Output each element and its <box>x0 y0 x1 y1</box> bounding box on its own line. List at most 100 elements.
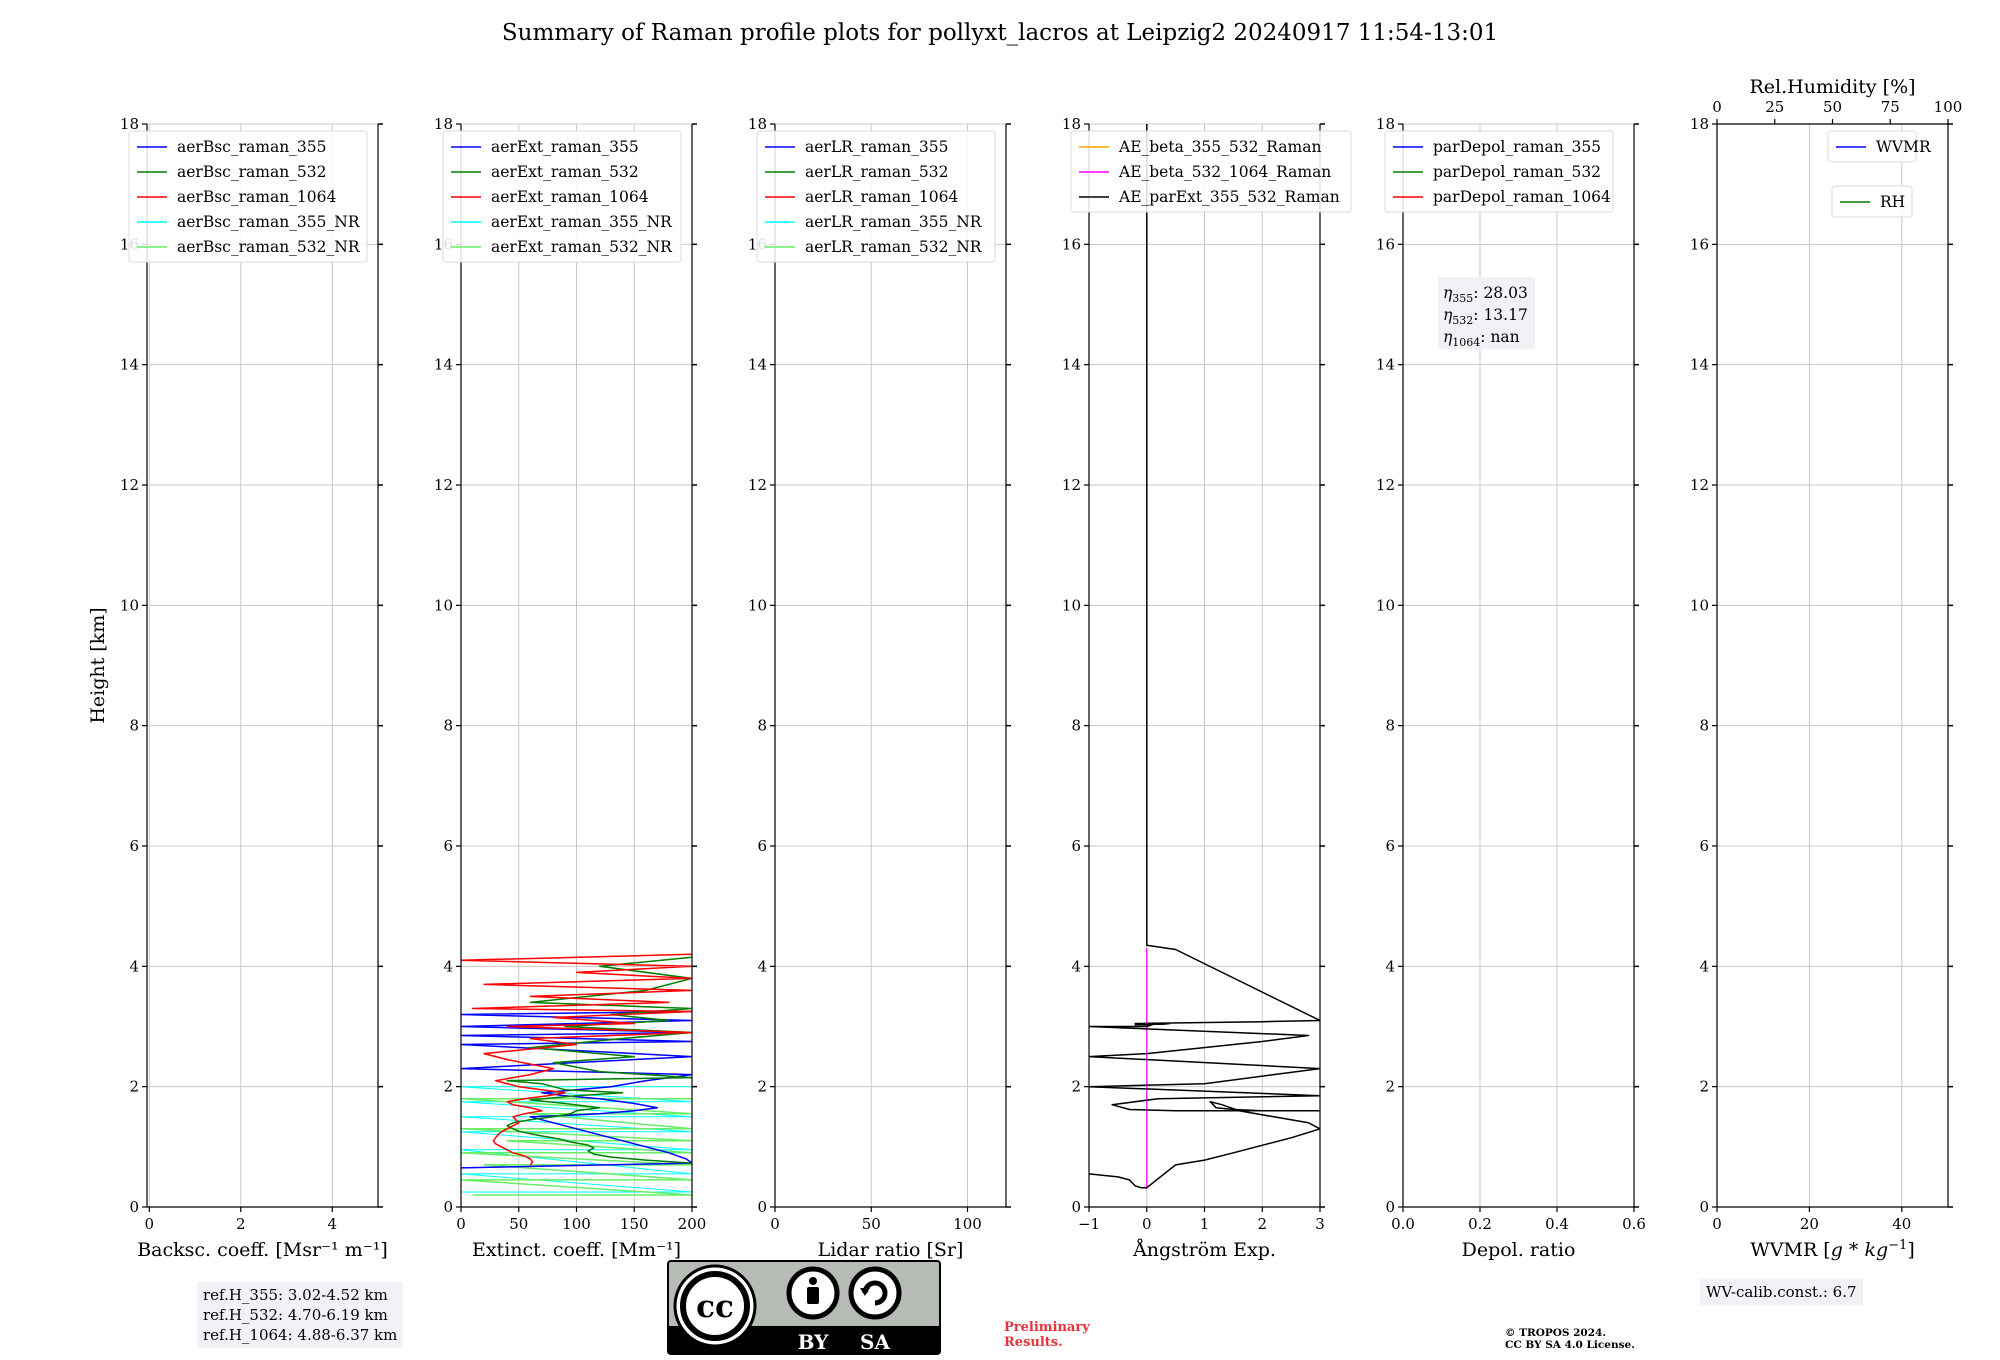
x-tick-label: 2 <box>236 1215 246 1233</box>
y-tick-label: 6 <box>1385 837 1395 855</box>
x-tick-label: 0.6 <box>1622 1215 1646 1233</box>
y-tick-label: 18 <box>1062 115 1081 133</box>
y-tick-label: 0 <box>757 1198 767 1216</box>
y-tick-label: 18 <box>120 115 139 133</box>
y-tick-label: 4 <box>129 957 139 975</box>
legend-frame <box>1831 185 1913 218</box>
series-line-aerExt_raman_1064 <box>461 953 692 1166</box>
y-tick-label: 12 <box>434 476 453 494</box>
ref-height-355: ref.H_355: 3.02-4.52 km <box>203 1286 388 1304</box>
legend-label: WVMR <box>1876 138 1932 156</box>
y-tick-label: 4 <box>1699 957 1709 975</box>
y-tick-label: 10 <box>1376 596 1395 614</box>
legend-label: RH <box>1880 193 1905 211</box>
cc-logo-by: BY <box>798 1330 830 1354</box>
top-axis-label: Rel.Humidity [%] <box>1749 76 1915 98</box>
y-tick-label: 0 <box>1071 1198 1081 1216</box>
copyright-note: © TROPOS 2024. CC BY SA 4.0 License. <box>1505 1327 1635 1351</box>
x-tick-label: 1 <box>1200 1215 1210 1233</box>
figure-title: Summary of Raman profile plots for polly… <box>501 20 1499 46</box>
x-axis-label: Backsc. coeff. [Msr⁻¹ m⁻¹] <box>137 1239 388 1261</box>
x-tick-label: 50 <box>509 1215 528 1233</box>
series-line-aerExt_raman_532_NR <box>461 1097 692 1196</box>
y-tick-label: 10 <box>1690 596 1709 614</box>
ref-height-1064: ref.H_1064: 4.88-6.37 km <box>203 1326 398 1344</box>
y-tick-label: 10 <box>120 596 139 614</box>
legend-label: aerLR_raman_1064 <box>805 188 958 206</box>
x-tick-label: 0 <box>456 1215 466 1233</box>
x-tick-label: 200 <box>678 1215 707 1233</box>
legend-frame <box>128 130 368 263</box>
y-tick-label: 6 <box>443 837 453 855</box>
x-tick-label: 0.0 <box>1391 1215 1415 1233</box>
y-axis-label: Height [km] <box>87 607 109 723</box>
panel-ext: 024681012141618050100150200Extinct. coef… <box>434 115 706 1261</box>
x-tick-label: 0 <box>145 1215 155 1233</box>
legend-label: aerExt_raman_532 <box>491 163 639 181</box>
legend-frame <box>756 130 996 263</box>
preliminary-line-1: Preliminary <box>1004 1320 1090 1335</box>
y-tick-label: 0 <box>1699 1198 1709 1216</box>
legend-label: aerBsc_raman_355 <box>177 138 327 156</box>
x-tick-label: 150 <box>620 1215 649 1233</box>
x-tick-label: 50 <box>862 1215 881 1233</box>
y-tick-label: 12 <box>1062 476 1081 494</box>
cc-logo-text: cc <box>696 1289 734 1325</box>
x-axis-label: Extinct. coeff. [Mm⁻¹] <box>472 1239 681 1261</box>
y-tick-label: 2 <box>757 1078 767 1096</box>
legend-label: aerExt_raman_355 <box>491 138 639 156</box>
y-tick-label: 18 <box>1690 115 1709 133</box>
y-tick-label: 8 <box>1385 717 1395 735</box>
wv-calibration-box: WV-calib.const.: 6.7 <box>1700 1279 1863 1305</box>
panel-lr: 024681012141618050100Lidar ratio [Sr]aer… <box>748 115 1011 1261</box>
y-tick-label: 4 <box>443 957 453 975</box>
legend-wvmr: WVMR <box>1827 130 1932 163</box>
y-tick-label: 2 <box>129 1078 139 1096</box>
series-group <box>461 953 692 1196</box>
y-tick-label: 4 <box>1385 957 1395 975</box>
eta-line: η532: 13.17 <box>1443 306 1528 327</box>
legend-frame <box>442 130 682 263</box>
y-tick-label: 14 <box>1062 356 1081 374</box>
legend-label: aerBsc_raman_532_NR <box>177 238 361 256</box>
y-tick-label: 0 <box>129 1198 139 1216</box>
legend-label: AE_beta_355_532_Raman <box>1118 138 1321 156</box>
y-tick-label: 8 <box>1071 717 1081 735</box>
y-tick-label: 16 <box>1062 235 1081 253</box>
y-tick-label: 6 <box>1699 837 1709 855</box>
legend-label: aerExt_raman_532_NR <box>491 238 673 256</box>
y-tick-label: 12 <box>748 476 767 494</box>
y-tick-label: 4 <box>1071 957 1081 975</box>
series-line-aerExt_raman_532 <box>506 956 692 1164</box>
legend-label: parDepol_raman_355 <box>1433 138 1601 156</box>
x-tick-label: 3 <box>1315 1215 1325 1233</box>
legend-label: parDepol_raman_532 <box>1433 163 1601 181</box>
legend-frame <box>1827 130 1917 163</box>
x-axis-label: Lidar ratio [Sr] <box>818 1239 964 1261</box>
top-tick-label: 25 <box>1765 98 1784 116</box>
y-tick-label: 2 <box>1699 1078 1709 1096</box>
legend-label: aerLR_raman_355 <box>805 138 948 156</box>
legend: AE_beta_355_532_Raman AE_beta_532_1064_Ra… <box>1070 130 1352 213</box>
copyright-line-1: © TROPOS 2024. <box>1505 1327 1607 1339</box>
y-tick-label: 6 <box>1071 837 1081 855</box>
y-tick-label: 18 <box>1376 115 1395 133</box>
legend: aerExt_raman_355 aerExt_raman_532 aerExt_r… <box>442 130 682 263</box>
y-tick-label: 12 <box>120 476 139 494</box>
legend-label: parDepol_raman_1064 <box>1433 188 1611 206</box>
legend-label: AE_parExt_355_532_Raman <box>1118 188 1340 206</box>
x-tick-label: 0.2 <box>1468 1215 1492 1233</box>
y-tick-label: 14 <box>1376 356 1395 374</box>
y-tick-label: 8 <box>1699 717 1709 735</box>
x-tick-label: 40 <box>1892 1215 1911 1233</box>
legend-label: aerExt_raman_355_NR <box>491 213 673 231</box>
panel-depol: 0 2 4 6 8 10 12 14 16 18 0.0 0.2 0.4 0.6 Depol. ratio p… <box>1376 115 1646 1261</box>
legend-label: AE_beta_532_1064_Raman <box>1118 163 1331 181</box>
y-tick-label: 2 <box>1071 1078 1081 1096</box>
ref-height-532: ref.H_532: 4.70-6.19 km <box>203 1306 388 1324</box>
preliminary-line-2: Results. <box>1004 1335 1063 1350</box>
y-tick-label: 12 <box>1376 476 1395 494</box>
y-tick-label: 2 <box>443 1078 453 1096</box>
y-tick-label: 8 <box>443 717 453 735</box>
